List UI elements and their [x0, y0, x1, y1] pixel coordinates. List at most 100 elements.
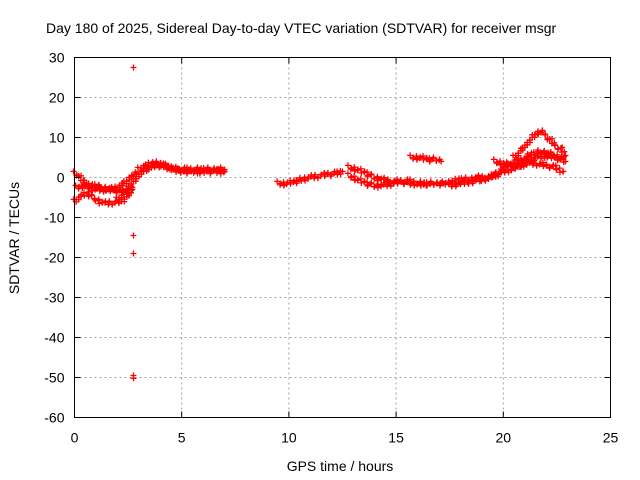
data-point — [312, 171, 319, 178]
data-point — [439, 178, 446, 185]
data-point — [348, 173, 355, 180]
data-point — [417, 182, 424, 189]
plot-frame — [74, 57, 611, 418]
data-point — [165, 162, 172, 169]
y-axis-label: SDTVAR / TECUs — [6, 182, 22, 294]
data-point — [72, 182, 79, 189]
data-point — [560, 168, 567, 175]
y-tick-label: -30 — [44, 290, 64, 306]
x-tick-label: 25 — [603, 430, 619, 446]
y-tick-label: -60 — [44, 410, 64, 426]
data-point — [430, 154, 437, 161]
x-tick-label: 5 — [178, 430, 186, 446]
data-point — [211, 165, 218, 172]
data-point — [420, 156, 427, 163]
data-point — [368, 171, 375, 178]
data-point — [533, 162, 540, 169]
data-point — [562, 152, 569, 159]
data-point — [494, 159, 501, 166]
x-tick-label: 15 — [388, 430, 404, 446]
data-point — [542, 131, 549, 138]
y-tick-label: -10 — [44, 210, 64, 226]
data-point — [407, 152, 414, 159]
series-track-6 — [274, 167, 346, 189]
data-point — [96, 200, 103, 207]
data-point — [553, 165, 560, 172]
data-point — [546, 164, 553, 171]
data-point — [473, 175, 480, 182]
data-point — [434, 179, 441, 186]
data-point — [344, 162, 351, 169]
x-tick-label: 10 — [281, 430, 297, 446]
x-tick-label: 20 — [496, 430, 512, 446]
data-point — [414, 181, 421, 188]
data-point — [354, 176, 361, 183]
grid-lines — [74, 57, 611, 418]
series-track-8 — [344, 170, 430, 191]
data-point — [438, 158, 445, 165]
series-track-13 — [510, 127, 569, 161]
data-point — [482, 177, 489, 184]
data-point — [221, 166, 228, 173]
y-tick-label: -20 — [44, 250, 64, 266]
y-tick-label: 10 — [49, 130, 65, 146]
y-tick-label: 20 — [49, 90, 65, 106]
y-tick-label: 0 — [57, 170, 65, 186]
y-tick-label: 30 — [49, 50, 65, 66]
data-point — [470, 178, 477, 185]
data-point — [154, 161, 161, 168]
data-point — [526, 158, 533, 165]
series-track-7 — [344, 162, 447, 189]
data-point — [364, 181, 371, 188]
data-point — [368, 179, 375, 186]
data-point — [535, 147, 542, 154]
data-point — [358, 169, 365, 176]
x-axis-label: GPS time / hours — [287, 458, 394, 474]
axis-ticks — [74, 57, 611, 418]
data-point — [358, 179, 365, 186]
outlier-point — [130, 64, 137, 71]
data-point — [106, 198, 113, 205]
data-point — [552, 141, 559, 148]
data-point — [339, 168, 346, 175]
data-point — [354, 166, 361, 173]
x-tick-label: 0 — [71, 430, 79, 446]
data-point — [324, 169, 331, 176]
data-point — [445, 180, 452, 187]
data-point — [530, 159, 537, 166]
data-point — [153, 158, 160, 165]
data-point — [407, 179, 414, 186]
data-point — [217, 164, 224, 171]
data-point — [204, 164, 211, 171]
data-point — [274, 178, 281, 185]
data-point — [70, 168, 77, 175]
series-track-12 — [490, 156, 567, 176]
series-track-5 — [134, 158, 228, 175]
data-point — [411, 181, 418, 188]
data-points — [70, 64, 569, 382]
data-point — [129, 184, 136, 191]
data-point — [462, 174, 469, 181]
outlier-point — [130, 375, 137, 382]
data-point — [384, 179, 391, 186]
y-tick-label: -40 — [44, 330, 64, 346]
data-point — [423, 182, 430, 189]
data-point — [556, 169, 563, 176]
data-point — [364, 172, 371, 179]
data-point — [536, 160, 543, 167]
data-point — [92, 183, 99, 190]
data-point — [344, 170, 351, 177]
data-point — [174, 165, 181, 172]
y-tick-labels: -60 -50 -40 -30 -20 -10 0 10 20 30 — [44, 50, 64, 426]
data-point — [166, 166, 173, 173]
data-point — [96, 181, 103, 188]
data-point — [348, 165, 355, 172]
data-point — [427, 178, 434, 185]
data-point — [490, 156, 497, 163]
data-point — [98, 185, 105, 192]
data-point — [489, 172, 496, 179]
data-point — [371, 175, 378, 182]
data-point — [551, 152, 558, 159]
data-point — [562, 158, 569, 165]
data-point — [514, 160, 521, 167]
